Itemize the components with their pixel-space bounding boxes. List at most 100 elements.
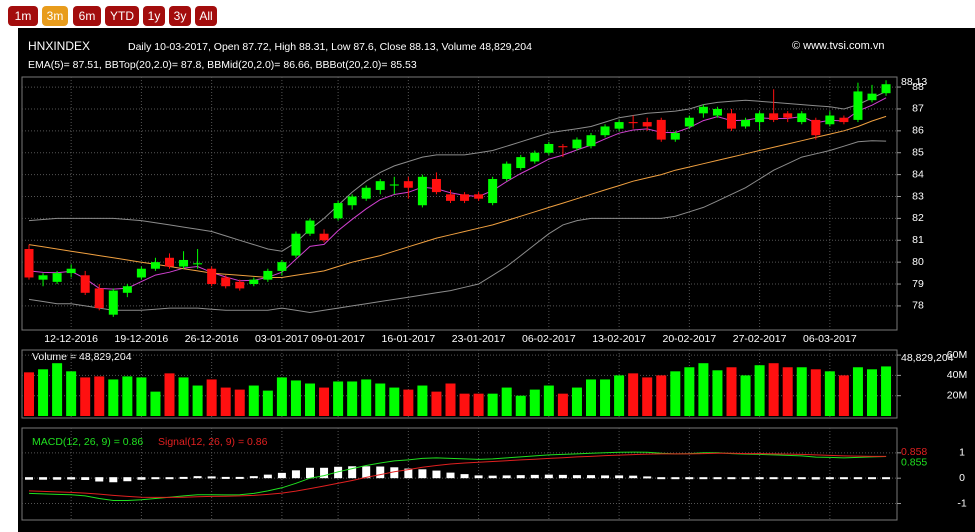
volume-bar — [754, 365, 765, 416]
volume-bar — [305, 383, 315, 416]
range-button[interactable]: 3m — [42, 6, 68, 26]
histogram-bar — [783, 477, 792, 480]
volume-bar — [712, 370, 723, 416]
histogram-bar — [320, 467, 329, 479]
volume-bar — [656, 375, 667, 416]
volume-bar — [347, 381, 358, 416]
histogram-bar — [755, 477, 764, 480]
histogram-bar — [446, 472, 455, 479]
histogram-bar — [390, 467, 399, 479]
volume-bar — [642, 377, 653, 416]
range-button[interactable]: All — [195, 6, 217, 26]
x-tick-label: 26-12-2016 — [185, 333, 239, 345]
candle-body — [249, 279, 259, 285]
volume-bar — [586, 379, 596, 416]
x-tick-label: 19-12-2016 — [115, 333, 169, 345]
source: © www.tvsi.com.vn — [792, 40, 884, 52]
histogram-bar — [221, 476, 230, 479]
x-tick-label: 06-02-2017 — [522, 333, 576, 345]
volume-bar — [810, 369, 821, 416]
x-tick-label: 27-02-2017 — [733, 333, 787, 345]
volume-bar — [698, 363, 709, 416]
volume-bar — [557, 393, 568, 416]
candle-body — [446, 194, 455, 201]
value-label: 0.855 — [901, 456, 927, 468]
histogram-bar — [25, 477, 33, 480]
candle-body — [460, 194, 470, 201]
x-tick-label: 16-01-2017 — [381, 333, 435, 345]
candle-body — [361, 187, 371, 199]
histogram-bar — [544, 474, 553, 479]
volume-bar — [403, 389, 414, 416]
candle-body — [881, 84, 891, 94]
histogram-bar — [629, 475, 638, 479]
volume-bar — [529, 389, 540, 416]
histogram-bar — [558, 474, 567, 479]
volume-bar — [389, 387, 400, 416]
histogram-bar — [853, 477, 862, 480]
candle-body — [24, 249, 34, 278]
volume-bar — [24, 372, 34, 416]
candle-body — [80, 275, 90, 293]
candle-body — [52, 273, 62, 282]
histogram-bar — [291, 470, 300, 479]
y-tick-label: 60M — [947, 349, 967, 361]
volume-bar — [192, 385, 203, 416]
candle-body — [403, 181, 413, 188]
indicator-label: EMA(5)= 87.51, BBTop(20,2.0)= 87.8, BBMi… — [28, 59, 417, 71]
histogram-bar — [418, 469, 427, 479]
y-tick-label: 87 — [912, 103, 924, 115]
histogram-bar — [502, 475, 511, 479]
histogram-bar — [165, 477, 174, 480]
histogram-bar — [811, 477, 820, 480]
range-button[interactable]: 1y — [143, 6, 165, 26]
candle-body — [600, 126, 610, 136]
candle-body — [530, 152, 540, 162]
histogram-bar — [348, 466, 357, 479]
volume-bar — [178, 377, 189, 416]
histogram-bar — [769, 477, 778, 480]
range-button[interactable]: 1m — [8, 6, 38, 26]
macd-panel — [21, 427, 898, 521]
range-button[interactable]: YTD — [105, 6, 139, 26]
volume-bar — [838, 375, 849, 416]
y-tick-label: 83 — [912, 190, 924, 202]
histogram-bar — [797, 477, 806, 480]
y-tick-label: 78 — [912, 300, 924, 312]
histogram-bar — [685, 477, 694, 480]
volume-bar — [52, 363, 63, 416]
candle-body — [94, 288, 104, 309]
candle-body — [122, 286, 132, 293]
volume-bar — [487, 393, 498, 416]
histogram-bar — [137, 477, 146, 480]
chart-background — [18, 28, 975, 532]
range-button[interactable]: 6m — [73, 6, 101, 26]
volume-bar — [234, 389, 245, 416]
candle-body — [136, 268, 146, 278]
candle-body — [867, 93, 877, 101]
histogram-bar — [572, 475, 581, 479]
range-button[interactable]: 3y — [169, 6, 191, 26]
volume-bar — [276, 377, 287, 416]
volume-bar — [501, 387, 512, 416]
histogram-bar — [587, 475, 595, 479]
candle-body — [839, 117, 849, 123]
volume-bar — [445, 383, 456, 416]
chart-subtitle: Daily 10-03-2017, Open 87.72, High 88.31… — [128, 41, 532, 53]
histogram-bar — [53, 477, 62, 480]
histogram-bar — [277, 472, 286, 479]
histogram-bar — [404, 468, 413, 479]
candle-body — [558, 146, 568, 148]
volume-bar — [136, 377, 147, 416]
candle-body — [193, 263, 203, 265]
histogram-bar — [741, 477, 750, 480]
y-tick-label: 88 — [912, 81, 924, 93]
y-tick-label: 84 — [912, 168, 924, 180]
volume-bar — [333, 381, 344, 416]
value-label: 0.858 — [901, 446, 927, 458]
series-line — [28, 140, 887, 314]
volume-bar — [38, 369, 49, 416]
histogram-bar — [151, 477, 160, 480]
volume-bar — [80, 377, 91, 416]
